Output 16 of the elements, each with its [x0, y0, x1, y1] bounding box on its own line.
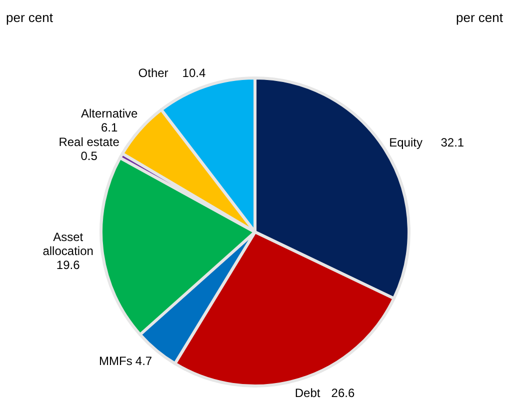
- text: per cent: [6, 10, 54, 25]
- slice-label: Equity: [389, 135, 422, 150]
- data-label: 26.6: [331, 386, 355, 400]
- text: per cent: [456, 10, 504, 25]
- slice-label: Debt: [294, 386, 321, 400]
- slice-label: Asset allocation: [42, 230, 94, 258]
- data-label: 10.4: [182, 66, 206, 80]
- data-label: 4.7: [135, 354, 152, 368]
- slice-label: Alternative: [80, 106, 138, 121]
- slice-label: MMFs: [99, 354, 132, 368]
- data-label: 6.1: [100, 120, 118, 135]
- slice-label: Real estate: [58, 134, 120, 149]
- data-label: 19.6: [56, 258, 80, 272]
- slice-label: Other: [138, 66, 168, 80]
- data-label: 32.1: [440, 135, 464, 150]
- data-label: 0.5: [80, 148, 98, 163]
